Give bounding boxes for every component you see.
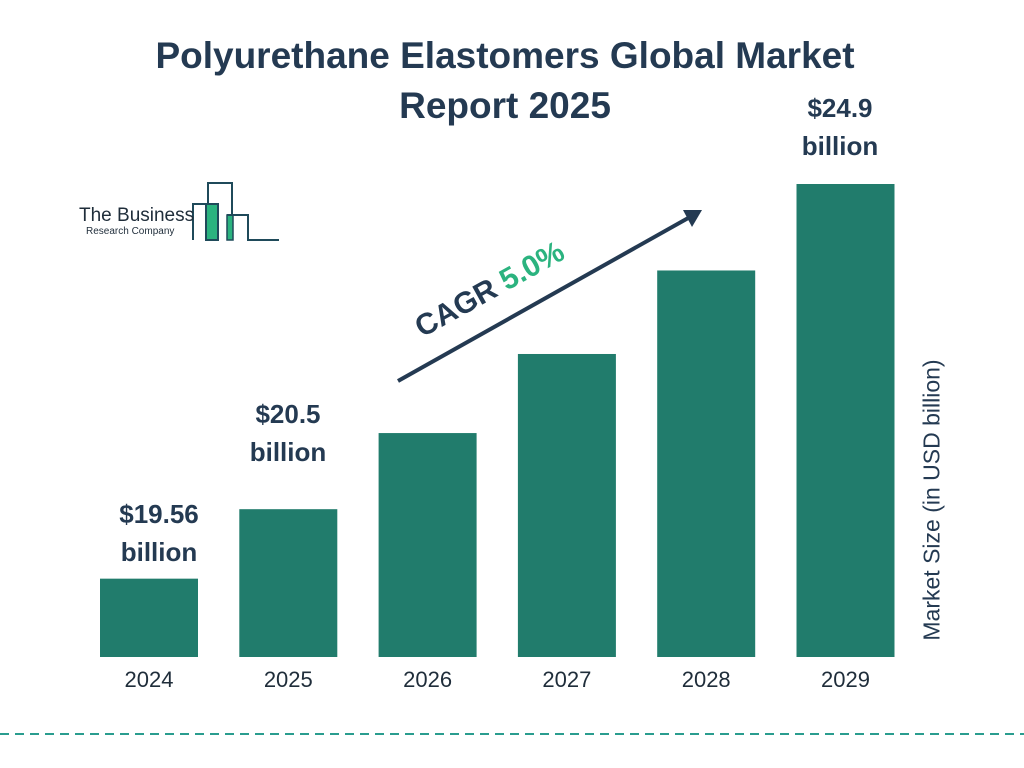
value-2024: $19.56 <box>119 499 199 529</box>
logo-icon <box>192 182 279 241</box>
unit-2024: billion <box>120 537 198 567</box>
bar-2028 <box>657 270 756 657</box>
unit-2025: billion <box>249 437 327 467</box>
bar-2026 <box>378 433 477 657</box>
x-tick-2025: 2025 <box>264 667 313 692</box>
chart-title-line1: Polyurethane Elastomers Global Market <box>155 35 855 76</box>
value-2025: $20.5 <box>255 399 321 429</box>
value-label-2025: $20.5 billion <box>218 395 358 471</box>
cagr-arrow <box>397 210 702 383</box>
x-tick-2027: 2027 <box>542 667 591 692</box>
y-axis-label: Market Size (in USD billion) <box>918 359 945 641</box>
value-label-2029: $24.9 billion <box>770 89 910 165</box>
bar-2029 <box>796 184 895 657</box>
x-tick-2029: 2029 <box>821 667 870 692</box>
value-label-2024: $19.56 billion <box>89 495 229 571</box>
chart-title-line2: Report 2025 <box>399 85 611 126</box>
bar-2024 <box>100 578 198 657</box>
logo-subtitle: Research Company <box>86 226 175 237</box>
x-tick-2024: 2024 <box>125 667 174 692</box>
bar-2027 <box>517 353 616 657</box>
x-tick-2028: 2028 <box>682 667 731 692</box>
logo-name: The Business <box>79 205 195 226</box>
value-2029: $24.9 <box>807 93 873 123</box>
bar-2025 <box>239 509 338 657</box>
x-tick-2026: 2026 <box>403 667 452 692</box>
unit-2029: billion <box>801 131 879 161</box>
